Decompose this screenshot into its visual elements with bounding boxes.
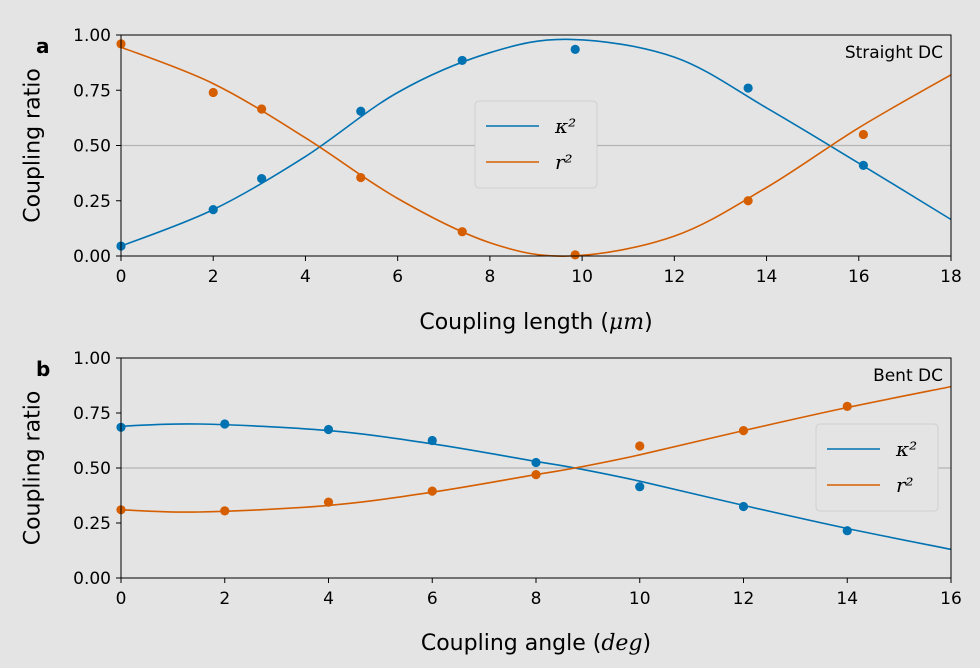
x-axis-label: Coupling length (μm)	[419, 310, 652, 335]
data-point	[427, 486, 437, 496]
data-point	[220, 419, 230, 429]
fit-line-series-1	[120, 423, 952, 551]
x-axis-label-paren-close: )	[643, 631, 652, 656]
data-point	[220, 506, 230, 516]
data-point	[457, 55, 467, 66]
legend-box	[815, 423, 939, 512]
y-tick-label: 1.00	[73, 26, 111, 46]
x-tick-label: 14	[836, 589, 858, 609]
data-point	[570, 250, 580, 260]
legend-label-series-2: r²	[896, 473, 914, 497]
data-point	[738, 426, 749, 436]
data-point	[323, 424, 334, 435]
x-axis-label-paren-close: )	[644, 310, 653, 335]
x-tick-label: 14	[756, 267, 778, 287]
x-tick-label: 0	[116, 589, 127, 609]
data-point	[738, 501, 749, 512]
x-tick-label: 2	[219, 589, 230, 609]
panel-a: 0.00 0.25 0.50 0.75 1.00 0 2 4 6 8 10 12 14 16 18 a Stra…	[21, 26, 962, 335]
x-tick-label: 4	[300, 267, 311, 287]
x-tick-label: 6	[427, 589, 438, 609]
data-point	[858, 160, 868, 170]
x-tick-label: 18	[940, 267, 962, 287]
data-point	[635, 441, 645, 451]
x-tick-label: 6	[392, 267, 403, 287]
fit-line-series-2	[120, 385, 952, 513]
x-tick-label: 10	[571, 267, 593, 287]
legend-box	[474, 100, 598, 189]
y-tick-label: 1.00	[73, 349, 111, 369]
data-point	[356, 106, 366, 116]
legend-label-series-1: κ²	[895, 437, 917, 461]
y-axis-label: Coupling ratio	[21, 391, 46, 546]
data-point	[858, 129, 868, 140]
data-point	[257, 104, 267, 114]
y-axis-label: Coupling ratio	[21, 68, 46, 223]
y-tick-label: 0.00	[73, 247, 111, 267]
data-point	[842, 401, 852, 411]
x-tick-label: 16	[940, 589, 962, 609]
data-point	[743, 83, 753, 93]
data-point	[531, 457, 541, 468]
x-tick-label: 4	[323, 589, 334, 609]
panel-annotation: Straight DC	[845, 43, 943, 63]
y-tick-label: 0.75	[73, 404, 111, 424]
fit-line-series-2	[120, 46, 952, 257]
data-point	[635, 482, 645, 492]
panel-b: 0.00 0.25 0.50 0.75 1.00 0 2 4 6 8 10 12 14 16 b Bent D…	[21, 349, 962, 656]
panel-annotation: Bent DC	[873, 366, 943, 386]
x-tick-label: 2	[208, 267, 219, 287]
data-point	[208, 87, 218, 98]
x-tick-label: 12	[733, 589, 755, 609]
y-tick-label: 0.25	[73, 192, 111, 212]
x-tick-label: 8	[484, 267, 495, 287]
legend-label-series-1: κ²	[554, 114, 576, 138]
x-tick-label: 12	[664, 267, 686, 287]
x-tick-label: 8	[531, 589, 542, 609]
y-tick-label: 0.25	[73, 514, 111, 534]
data-point	[842, 526, 852, 536]
data-point	[457, 227, 467, 237]
x-tick-label: 10	[629, 589, 651, 609]
data-point	[257, 174, 267, 184]
data-point	[531, 470, 541, 480]
panel-label: a	[36, 34, 50, 58]
y-tick-label: 0.50	[73, 459, 111, 479]
x-axis-label-unit: μm	[609, 310, 644, 335]
y-tick-label: 0.50	[73, 137, 111, 157]
x-axis-label-paren-open: (	[600, 310, 609, 335]
data-point	[743, 196, 753, 206]
data-point	[427, 435, 437, 446]
axes-frame	[120, 357, 952, 579]
legend-label-series-2: r²	[555, 150, 573, 174]
x-tick-label: 16	[848, 267, 870, 287]
axes-frame	[120, 34, 952, 257]
x-axis-label-paren-open: (	[593, 631, 602, 656]
data-point	[570, 44, 580, 54]
x-axis-label: Coupling angle (deg)	[421, 631, 651, 656]
x-axis-label-unit: deg	[601, 631, 642, 656]
x-axis-label-text: Coupling length	[419, 310, 600, 335]
x-axis-label-text: Coupling angle	[421, 631, 593, 656]
data-point	[356, 172, 366, 183]
data-point	[208, 204, 218, 215]
y-tick-label: 0.00	[73, 569, 111, 589]
panel-label: b	[36, 357, 50, 381]
y-tick-label: 0.75	[73, 81, 111, 101]
x-tick-label: 0	[116, 267, 127, 287]
data-point	[323, 497, 334, 507]
